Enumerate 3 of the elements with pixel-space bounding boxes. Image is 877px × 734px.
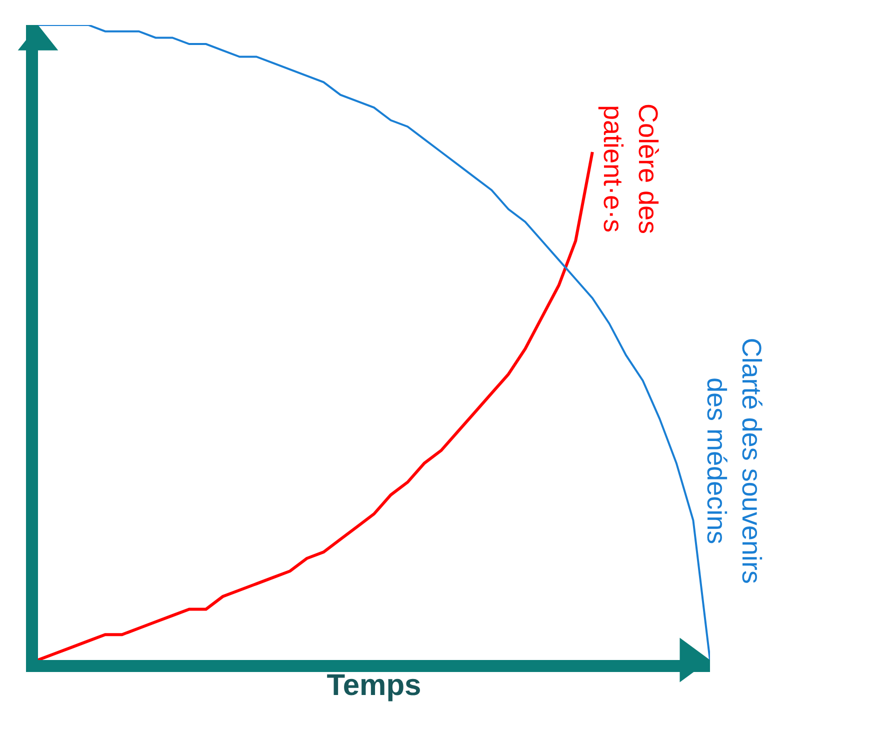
x-axis-title: Temps [326,669,422,702]
text: Clarté des souvenirs des médecins [701,338,767,584]
text: Colère des patient·e·s [598,103,663,234]
